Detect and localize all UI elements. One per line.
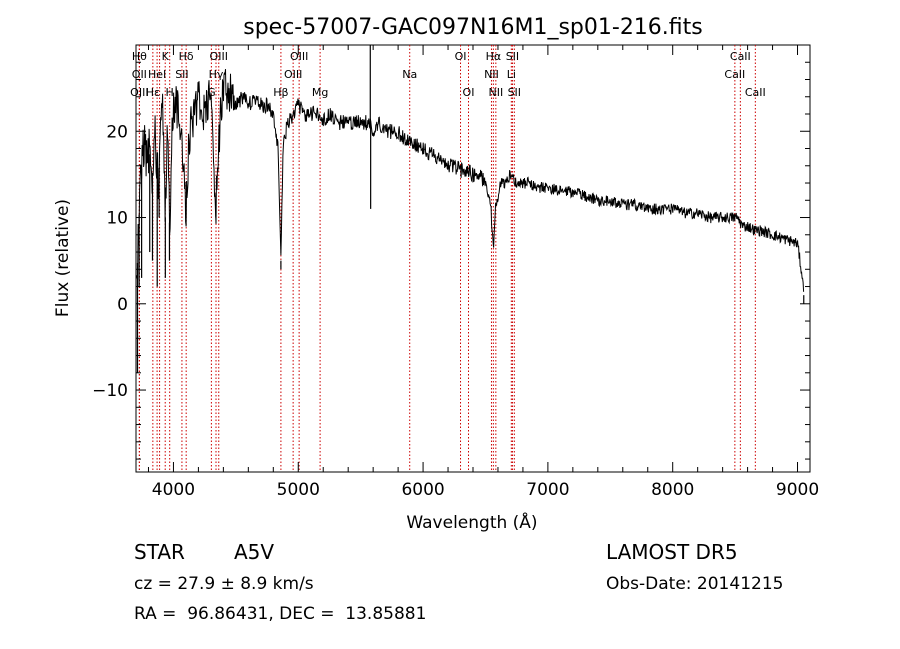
line-label: Hθ [132, 50, 147, 63]
x-tick-label: 9000 [776, 480, 819, 500]
line-label: SII [506, 50, 519, 63]
line-label: SII [175, 68, 188, 81]
spectral-line-markers [138, 45, 756, 472]
y-tick-label: 10 [106, 209, 128, 229]
y-tick-label: 0 [117, 295, 128, 315]
line-label: NII [484, 68, 499, 81]
line-label: OIII [130, 86, 148, 99]
line-label: Hγ [209, 68, 224, 81]
line-label: NII [488, 86, 503, 99]
line-label: H [166, 86, 174, 99]
line-label: HeI [148, 68, 166, 81]
x-axis: 4000 5000 6000 7000 8000 9000 [147, 45, 819, 500]
line-label: Hβ [273, 86, 288, 99]
spectral-line-labels: HθOIIOIIIHεHeIKHSIIHδGHγOIIIHβOIIIOIIIMg… [130, 50, 766, 99]
line-label: OI [455, 50, 467, 63]
x-tick-label: 4000 [152, 480, 195, 500]
line-label: Hδ [179, 50, 194, 63]
x-tick-label: 7000 [526, 480, 569, 500]
line-label: OII [132, 68, 147, 81]
y-tick-label: 20 [106, 122, 128, 142]
line-label: K [162, 50, 170, 63]
line-label: OIII [210, 50, 228, 63]
x-tick-label: 6000 [401, 480, 444, 500]
spectrum-line [136, 69, 805, 292]
coords-label: RA = 96.86431, DEC = 13.85881 [134, 604, 427, 624]
line-label: Hα [486, 50, 502, 63]
line-label: OI [463, 86, 475, 99]
subclass-label: A5V [234, 540, 275, 564]
y-axis-label: Flux (relative) [53, 199, 73, 317]
redshift-label: cz = 27.9 ± 8.9 km/s [134, 574, 314, 594]
survey-label: LAMOST DR5 [606, 540, 738, 564]
line-label: Hε [146, 86, 160, 99]
plot-frame [135, 44, 811, 473]
y-axis: −10 0 10 20 [92, 61, 810, 460]
line-label: SII [508, 86, 521, 99]
line-label: Li [507, 68, 516, 81]
y-tick-label: −10 [92, 381, 128, 401]
spectrum-layer [136, 45, 805, 373]
line-label: OIII [284, 68, 302, 81]
line-label: CaII [730, 50, 751, 63]
x-axis-label: Wavelength (Å) [406, 511, 537, 533]
line-label: CaII [745, 86, 766, 99]
class-label: STAR [134, 540, 185, 564]
line-label: Na [402, 68, 417, 81]
obs-date-label: Obs-Date: 20141215 [606, 574, 784, 594]
chart-title: spec-57007-GAC097N16M1_sp01-216.fits [243, 15, 703, 40]
x-tick-label: 5000 [277, 480, 320, 500]
line-label: Mg [312, 86, 328, 99]
x-tick-label: 8000 [651, 480, 694, 500]
line-label: OIII [290, 50, 308, 63]
line-label: CaII [724, 68, 745, 81]
